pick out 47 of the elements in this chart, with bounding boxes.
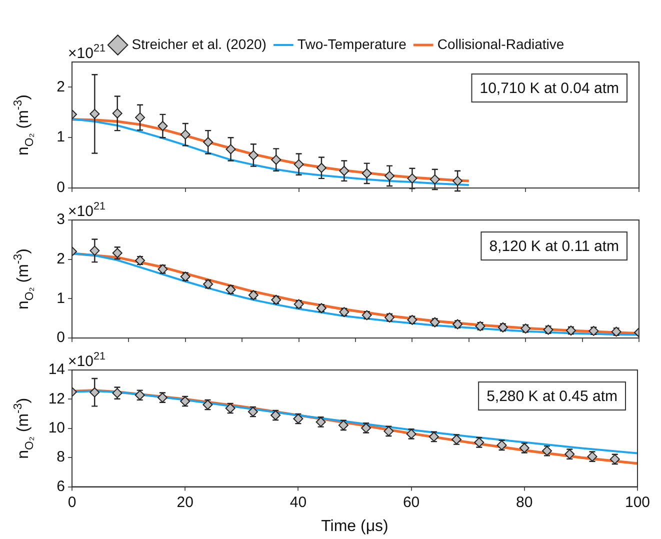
y-tick-label: 0 — [56, 179, 65, 196]
y-tick-label: 6 — [56, 478, 65, 495]
x-axis-title: Time (μs) — [321, 518, 388, 535]
y-tick-label: 12 — [48, 390, 65, 408]
point — [294, 159, 304, 170]
y-tick-label: 10 — [48, 420, 65, 437]
y-tick-label: 14 — [48, 361, 65, 378]
y-axis-title: nO₂ (m-3) — [12, 398, 36, 459]
y-tick-label: 3 — [56, 211, 65, 228]
point — [384, 170, 395, 181]
point — [226, 144, 236, 154]
x-tick-label: 60 — [402, 494, 420, 511]
point — [90, 387, 100, 398]
x-tick-label: 0 — [68, 494, 76, 511]
x-tick-label: 80 — [516, 494, 533, 511]
point — [271, 154, 282, 165]
y-tick-label: 0 — [56, 329, 65, 346]
y-tick-label: 1 — [56, 290, 65, 307]
y-tick-label: 2 — [56, 78, 65, 96]
point — [248, 150, 258, 160]
y-tick-label: 8 — [56, 448, 65, 466]
y-axis-title: nO₂ (m-3) — [12, 248, 36, 310]
y-axis-title: nO₂ (m-3) — [12, 94, 36, 156]
annotation: 10,710 K at 0.04 atm — [480, 80, 620, 97]
legend-label: Two-Temperature — [297, 36, 407, 52]
legend-label: Collisional-Radiative — [437, 36, 564, 52]
point — [135, 112, 146, 122]
point — [316, 162, 326, 173]
point — [430, 174, 440, 184]
point — [158, 121, 168, 132]
legend-label: Streicher et al. (2020) — [132, 36, 266, 52]
y-tick-label: 2 — [56, 250, 65, 268]
x-tick-label: 100 — [624, 494, 650, 511]
point — [90, 108, 100, 119]
x-tick-label: 20 — [176, 494, 194, 511]
point — [90, 246, 100, 256]
point — [203, 137, 214, 148]
point — [452, 176, 463, 186]
point — [180, 130, 190, 140]
annotation: 5,280 K at 0.45 atm — [486, 388, 618, 405]
point — [407, 173, 418, 184]
point — [112, 108, 122, 118]
point — [339, 166, 350, 176]
x-tick-label: 40 — [290, 494, 307, 511]
y-tick-label: 1 — [56, 128, 65, 146]
point — [362, 168, 372, 178]
annotation: 8,120 K at 0.11 atm — [489, 238, 620, 255]
